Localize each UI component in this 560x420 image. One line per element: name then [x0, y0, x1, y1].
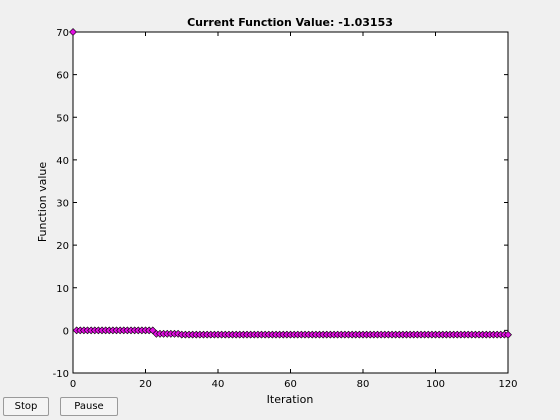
plot-area [72, 31, 509, 374]
y-tick-label: 60 [56, 71, 69, 82]
x-tick-label: 0 [70, 379, 76, 390]
y-tick-label: 30 [56, 199, 69, 210]
y-tick-label: -10 [53, 369, 69, 380]
y-axis-label: Function value [36, 162, 49, 243]
y-axis-ticks: -10 0 10 20 30 40 50 60 70 [53, 28, 508, 380]
y-tick-label: 0 [63, 326, 69, 337]
y-tick-label: 10 [56, 284, 69, 295]
y-tick-label: 50 [56, 113, 69, 124]
x-axis-ticks: 0 20 40 60 80 100 120 [70, 32, 518, 390]
x-tick-label: 60 [284, 379, 297, 390]
x-tick-label: 120 [498, 379, 517, 390]
pause-button[interactable]: Pause [60, 397, 118, 416]
stop-button[interactable]: Stop [3, 397, 49, 416]
x-tick-label: 80 [357, 379, 370, 390]
y-tick-label: 40 [56, 156, 69, 167]
x-tick-label: 100 [426, 379, 445, 390]
y-tick-label: 20 [56, 241, 69, 252]
x-tick-label: 20 [139, 379, 152, 390]
x-tick-label: 40 [212, 379, 225, 390]
chart-title: Current Function Value: -1.03153 [187, 16, 393, 29]
x-axis-label: Iteration [267, 393, 314, 406]
data-point [504, 330, 512, 339]
y-tick-label: 70 [56, 28, 69, 39]
data-point [69, 28, 77, 36]
data-series [69, 28, 512, 339]
